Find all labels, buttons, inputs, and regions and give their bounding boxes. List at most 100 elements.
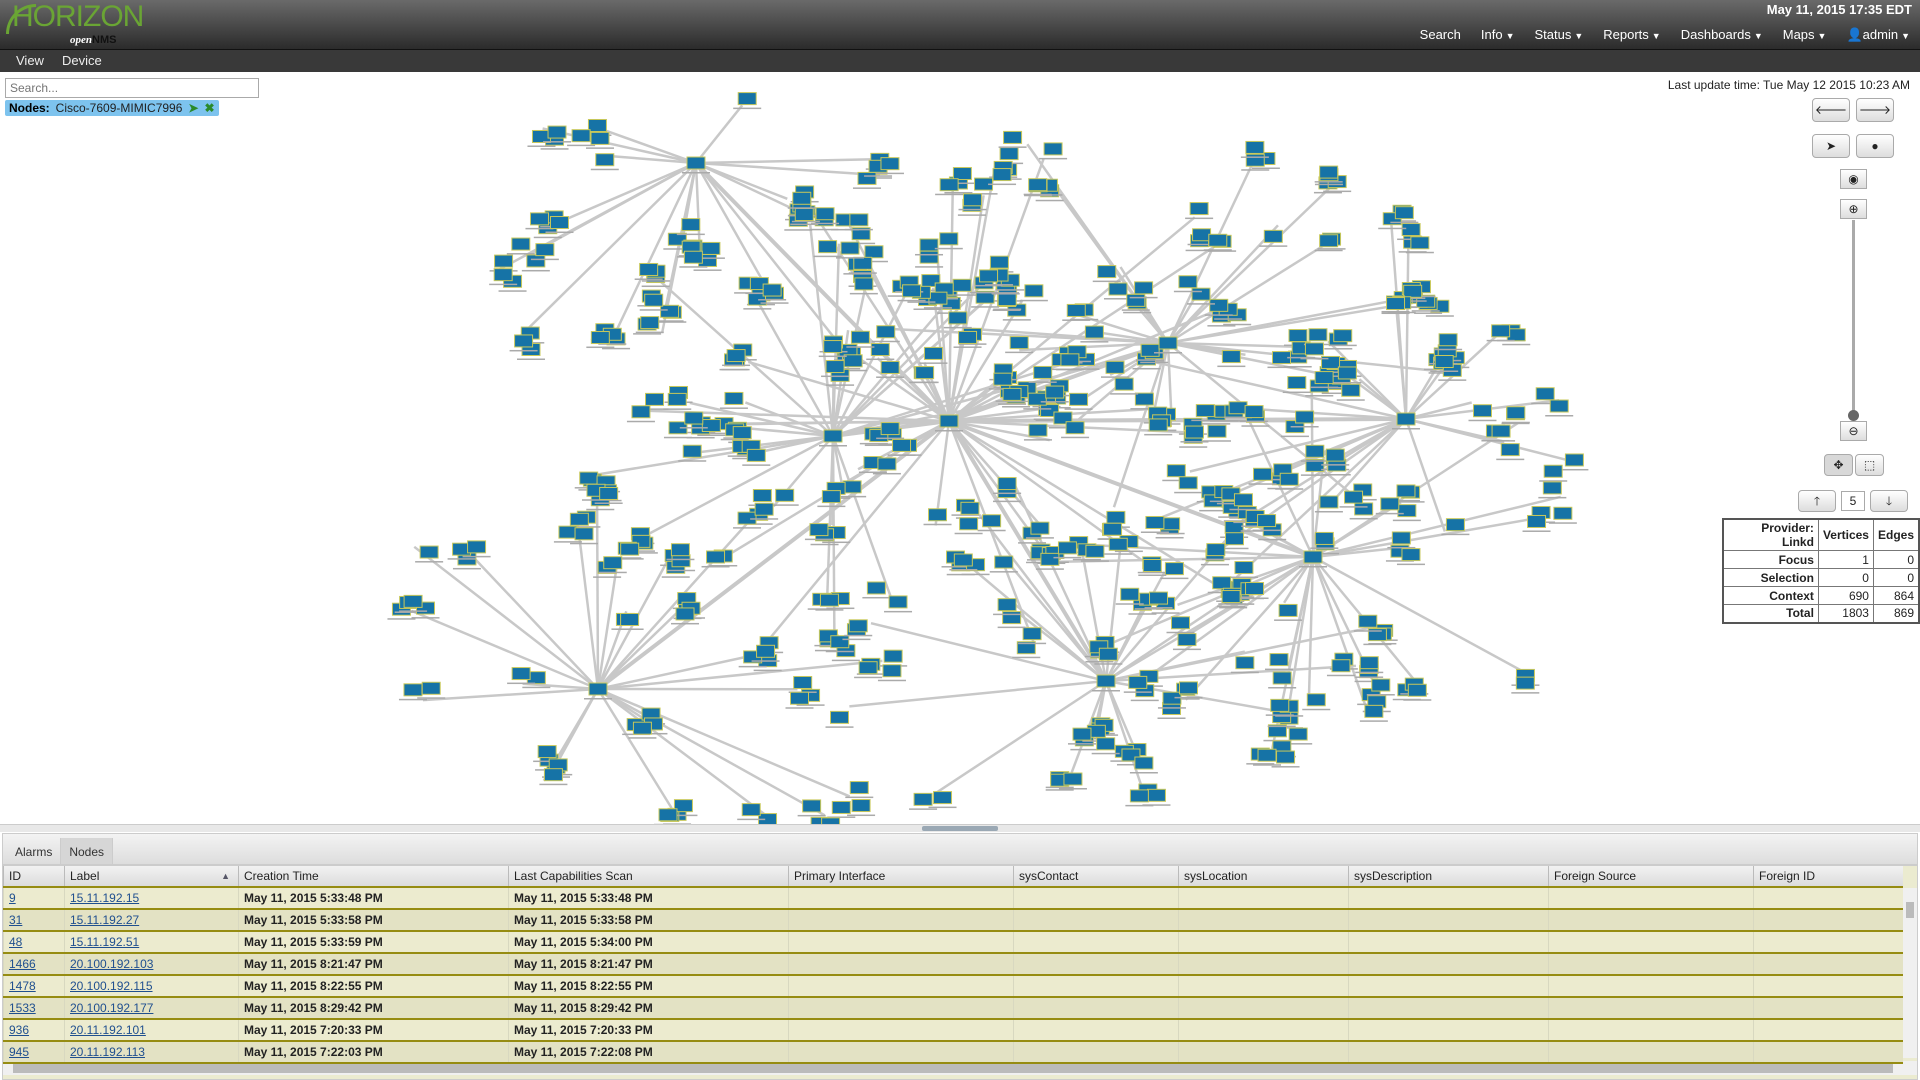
graph-vertex[interactable] bbox=[1386, 297, 1406, 311]
graph-vertex[interactable] bbox=[1096, 737, 1116, 751]
pan-mode-button[interactable]: ✥ bbox=[1824, 454, 1853, 476]
graph-vertex[interactable] bbox=[1359, 656, 1379, 670]
nav-maps[interactable]: Maps ▼ bbox=[1783, 27, 1827, 44]
graph-vertex[interactable] bbox=[574, 527, 594, 541]
graph-vertex[interactable] bbox=[997, 598, 1017, 612]
graph-vertex[interactable] bbox=[864, 245, 884, 259]
table-row[interactable]: 9 15.11.192.15 May 11, 2015 5:33:48 PM May … bbox=[3, 888, 1903, 910]
graph-vertex[interactable] bbox=[1515, 676, 1535, 690]
graph-vertex[interactable] bbox=[1410, 236, 1430, 250]
graph-vertex[interactable] bbox=[1245, 582, 1265, 596]
graph-vertex[interactable] bbox=[1564, 453, 1584, 467]
graph-vertex[interactable] bbox=[684, 411, 704, 425]
graph-vertex[interactable] bbox=[756, 644, 776, 658]
graph-vertex[interactable] bbox=[1295, 410, 1315, 424]
graph-vertex[interactable] bbox=[994, 555, 1014, 569]
graph-vertex[interactable] bbox=[1434, 354, 1454, 368]
graph-vertex[interactable] bbox=[682, 444, 702, 458]
graph-vertex[interactable] bbox=[1233, 493, 1253, 507]
graph-vertex[interactable] bbox=[632, 721, 652, 735]
graph-vertex[interactable] bbox=[1403, 284, 1423, 298]
graph-vertex[interactable] bbox=[1235, 656, 1255, 670]
graph-vertex[interactable] bbox=[1028, 178, 1048, 192]
graph-vertex[interactable] bbox=[1171, 616, 1191, 630]
node-label-link[interactable]: 20.11.192.113 bbox=[70, 1045, 145, 1059]
graph-vertex[interactable] bbox=[701, 419, 721, 433]
history-back-button[interactable]: 🡐 bbox=[1812, 98, 1850, 122]
graph-vertex[interactable] bbox=[1276, 750, 1296, 764]
graph-vertex[interactable] bbox=[543, 768, 563, 782]
graph-vertex[interactable] bbox=[1438, 333, 1458, 347]
graph-vertex[interactable] bbox=[963, 193, 983, 207]
graph-vertex[interactable] bbox=[1024, 284, 1044, 298]
graph-vertex[interactable] bbox=[645, 392, 665, 406]
graph-vertex[interactable] bbox=[1148, 418, 1168, 432]
graph-vertex[interactable] bbox=[851, 799, 871, 813]
graph-vertex[interactable] bbox=[1053, 411, 1073, 425]
node-id-link[interactable]: 9 bbox=[9, 891, 16, 905]
graph-vertex[interactable] bbox=[880, 360, 900, 374]
table-row[interactable]: 1478 20.100.192.115 May 11, 2015 8:22:55 P… bbox=[3, 976, 1903, 998]
graph-vertex[interactable] bbox=[1245, 153, 1265, 167]
graph-vertex[interactable] bbox=[1030, 521, 1050, 535]
graph-vertex[interactable] bbox=[549, 216, 569, 230]
graph-vertex[interactable] bbox=[737, 511, 757, 525]
graph-vertex[interactable] bbox=[1535, 387, 1555, 401]
node-id-link[interactable]: 1466 bbox=[9, 957, 36, 971]
graph-vertex[interactable] bbox=[1189, 202, 1209, 216]
graph-vertex[interactable] bbox=[1270, 698, 1290, 712]
graph-vertex[interactable] bbox=[819, 593, 839, 607]
graph-vertex[interactable] bbox=[737, 92, 757, 106]
column-header[interactable]: sysDescription bbox=[1348, 866, 1548, 886]
graph-vertex[interactable] bbox=[1209, 298, 1229, 312]
remove-focus-icon[interactable]: ✖ bbox=[204, 101, 215, 115]
nav-admin[interactable]: 👤admin ▼ bbox=[1846, 27, 1910, 44]
graph-vertex[interactable] bbox=[467, 540, 487, 554]
graph-vertex[interactable] bbox=[603, 556, 623, 570]
graph-vertex[interactable] bbox=[1016, 641, 1036, 655]
graph-vertex[interactable] bbox=[1263, 229, 1283, 243]
graph-vertex[interactable] bbox=[888, 595, 908, 609]
graph-vertex[interactable] bbox=[919, 238, 939, 252]
node-id-link[interactable]: 936 bbox=[9, 1023, 30, 1037]
graph-vertex[interactable] bbox=[1491, 424, 1511, 438]
graph-vertex[interactable] bbox=[1002, 387, 1022, 401]
panel-splitter[interactable] bbox=[0, 824, 1920, 832]
column-header[interactable]: Label ▲ bbox=[64, 866, 238, 886]
table-row[interactable]: 1533 20.100.192.177 May 11, 2015 8:29:42 P… bbox=[3, 998, 1903, 1020]
nav-dashboards[interactable]: Dashboards ▼ bbox=[1681, 27, 1763, 44]
graph-vertex[interactable] bbox=[821, 490, 841, 504]
graph-vertex[interactable] bbox=[726, 349, 746, 363]
graph-vertex[interactable] bbox=[1134, 756, 1154, 770]
node-label-link[interactable]: 20.100.192.177 bbox=[70, 1001, 154, 1015]
graph-vertex[interactable] bbox=[880, 157, 900, 171]
column-header[interactable]: Last Capabilities Scan bbox=[508, 866, 788, 886]
graph-vertex[interactable] bbox=[1321, 355, 1341, 369]
graph-vertex[interactable] bbox=[809, 523, 829, 537]
graph-vertex[interactable] bbox=[511, 667, 531, 681]
graph-vertex[interactable] bbox=[1314, 371, 1334, 385]
graph-vertex[interactable] bbox=[821, 817, 841, 824]
graph-vertex[interactable] bbox=[1084, 325, 1104, 339]
graph-vertex[interactable] bbox=[1224, 532, 1244, 546]
graph-vertex[interactable] bbox=[701, 241, 721, 255]
column-header[interactable]: Creation Time bbox=[238, 866, 508, 886]
graph-vertex[interactable] bbox=[952, 167, 972, 181]
node-label-link[interactable]: 15.11.192.15 bbox=[70, 891, 140, 905]
graph-vertex[interactable] bbox=[1096, 674, 1116, 688]
graph-vertex[interactable] bbox=[1045, 385, 1065, 399]
graph-vertex[interactable] bbox=[1128, 675, 1148, 689]
graph-vertex[interactable] bbox=[997, 477, 1017, 491]
graph-vertex[interactable] bbox=[1500, 443, 1520, 457]
graph-vertex[interactable] bbox=[792, 191, 812, 205]
table-cell[interactable]: 936 bbox=[3, 1020, 64, 1040]
graph-vertex[interactable] bbox=[1178, 476, 1198, 490]
zoom-in-button[interactable]: ⊕ bbox=[1840, 199, 1867, 219]
column-header[interactable]: Primary Interface bbox=[788, 866, 1013, 886]
graph-vertex[interactable] bbox=[923, 346, 943, 360]
graph-vertex[interactable] bbox=[1401, 548, 1421, 562]
graph-vertex[interactable] bbox=[1257, 514, 1277, 528]
graph-vertex[interactable] bbox=[823, 340, 843, 354]
graph-vertex[interactable] bbox=[1553, 506, 1573, 520]
topology-search-input[interactable] bbox=[5, 78, 259, 98]
